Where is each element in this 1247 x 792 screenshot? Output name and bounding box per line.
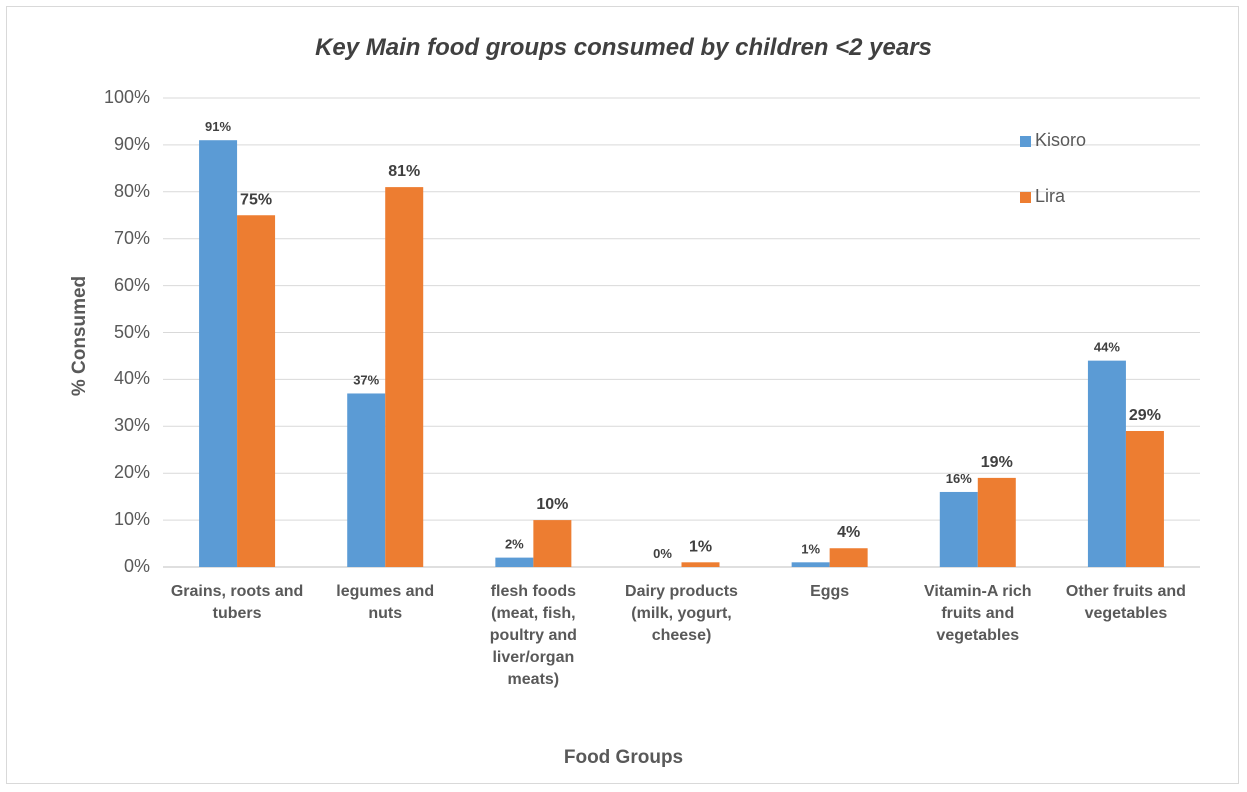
x-axis-title: Food Groups [563, 747, 684, 768]
data-label-lira: 19% [981, 454, 1013, 471]
x-category-label-line: meats) [507, 671, 560, 688]
legend-label-kisoro: Kisoro [1035, 130, 1087, 150]
y-tick-label: 50% [113, 321, 150, 342]
bar-lira [829, 548, 868, 567]
x-category-label-line: Grains, roots and [170, 583, 304, 600]
data-label-kisoro: 1% [801, 541, 820, 556]
bar-kisoro [1087, 360, 1126, 567]
x-category-label-line: Dairy products [625, 583, 738, 600]
y-tick-label: 0% [123, 556, 150, 576]
x-category-label: Vitamin-A rich fruits and vegetables [908, 581, 1048, 647]
x-category-label-line: cheese) [651, 627, 712, 644]
chart-title: Key Main food groups consumed by childre… [315, 34, 932, 61]
legend-swatch-lira [1020, 191, 1031, 203]
x-category-label-line: fruits and [941, 605, 1015, 622]
legend-swatch-kisoro [1020, 135, 1031, 147]
x-category-label-line: (milk, yogurt, [631, 605, 732, 622]
x-category-label-line: flesh foods [490, 583, 577, 600]
y-tick-label: 40% [113, 368, 150, 389]
data-label-kisoro: 37% [353, 372, 379, 387]
x-category-label: flesh foods (meat, fish, poultry and liver/… [463, 581, 603, 691]
data-label-kisoro: 91% [205, 119, 231, 134]
x-category-label-line: poultry and [489, 627, 577, 644]
bar-lira [533, 520, 572, 567]
data-label-kisoro: 2% [505, 537, 524, 552]
legend-label-lira: Lira [1035, 186, 1066, 206]
bar-lira [237, 215, 276, 567]
bar-kisoro [791, 562, 830, 567]
data-label-kisoro: 0% [653, 546, 672, 561]
x-category-label-line: (meat, fish, [491, 605, 576, 622]
data-label-lira: 1% [689, 538, 712, 555]
x-category-label-line: vegetables [936, 627, 1020, 644]
bar-lira [385, 187, 424, 568]
x-category-label: Eggs [760, 581, 900, 603]
bar-lira [977, 477, 1016, 567]
y-tick-label: 70% [113, 227, 150, 248]
y-tick-label: 80% [113, 180, 150, 201]
bar-lira [1125, 430, 1164, 567]
y-tick-label: 100% [103, 87, 150, 107]
legend-item-lira: Lira [1020, 186, 1065, 207]
x-category-label-line: nuts [368, 605, 403, 622]
legend-item-kisoro: Kisoro [1020, 130, 1086, 151]
x-category-label-line: Eggs [810, 583, 850, 600]
y-tick-label: 30% [113, 415, 150, 436]
x-category-label-line: legumes and [336, 583, 435, 600]
data-label-lira: 4% [837, 524, 860, 541]
y-tick-label: 90% [113, 133, 150, 154]
data-label-lira: 81% [388, 163, 420, 180]
bar-kisoro [495, 557, 534, 567]
bar-kisoro [199, 140, 238, 567]
x-category-label-line: vegetables [1084, 605, 1168, 622]
y-tick-label: 10% [113, 509, 150, 530]
data-label-kisoro: 16% [946, 471, 972, 486]
data-label-lira: 29% [1129, 407, 1161, 424]
bar-kisoro [347, 393, 386, 567]
y-tick-label: 60% [113, 274, 150, 295]
x-category-label: legumes and nuts [315, 581, 455, 625]
x-category-label-line: Vitamin-A rich [923, 583, 1032, 600]
x-category-label: Other fruits and vegetables [1056, 581, 1196, 625]
data-label-kisoro: 44% [1094, 340, 1120, 355]
y-tick-label: 20% [113, 462, 150, 483]
data-label-lira: 10% [536, 496, 568, 513]
x-category-label: Grains, roots and tubers [167, 581, 307, 625]
x-category-label: Dairy products (milk, yogurt, cheese) [612, 581, 752, 647]
bar-kisoro [939, 491, 978, 567]
x-category-label-line: Other fruits and [1065, 583, 1186, 600]
x-category-label-line: tubers [212, 605, 262, 622]
data-label-lira: 75% [240, 191, 272, 208]
bar-lira [681, 562, 720, 567]
x-category-label-line: liver/organ [492, 649, 575, 666]
